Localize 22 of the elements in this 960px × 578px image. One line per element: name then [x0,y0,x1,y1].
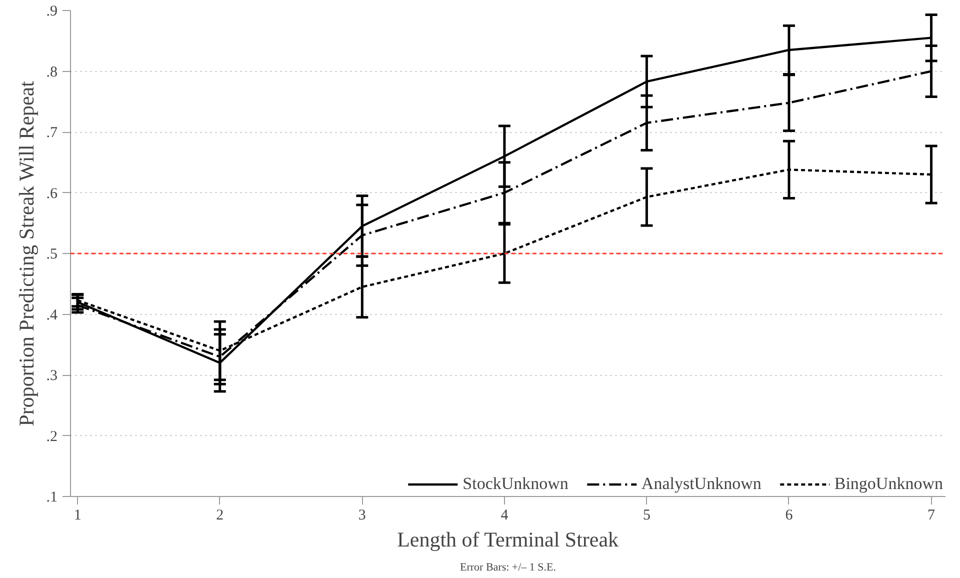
x-tick-label: 2 [216,508,224,524]
text: Error Bars: +/– 1 S.E. [460,562,556,574]
y-tick-label: .2 [46,428,58,445]
x-tick-label: 5 [642,508,650,524]
y-tick-label: .6 [46,186,58,202]
legend-label: StockUnknown [462,474,568,494]
x-tick-label: 1 [74,508,82,524]
y-tick-label: .7 [46,125,58,141]
x-tick-label: 3 [358,508,366,524]
x-axis-title: Length of Terminal Streak [397,528,620,552]
y-axis-title: Proportion Predicting Streak Will Repeat [14,80,38,426]
y-tick-label: .4 [46,307,58,324]
y-tick-label: .1 [46,490,58,506]
legend-label: BingoUnknown [834,474,943,494]
x-tick-label: 6 [785,508,794,524]
y-tick-label: .5 [46,246,58,262]
y-tick-label: .8 [46,64,58,80]
x-tick-label: 4 [500,508,509,524]
y-tick-label: .3 [46,368,58,384]
legend-label: AnalystUnknown [641,474,762,494]
y-tick-label: .9 [46,4,58,20]
x-tick-label: 7 [928,508,936,524]
